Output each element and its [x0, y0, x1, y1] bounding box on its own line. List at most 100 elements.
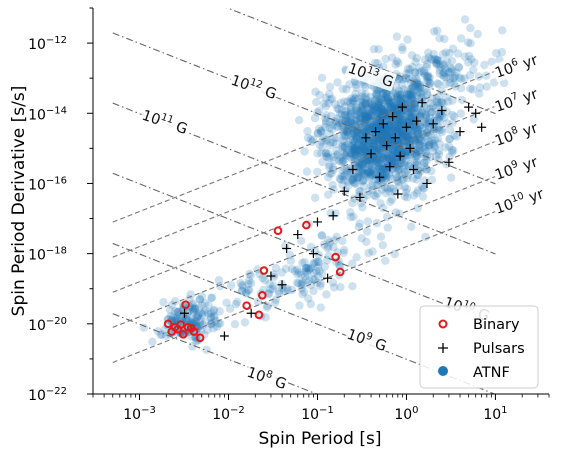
atnf-point — [440, 34, 449, 44]
binary-point — [254, 310, 264, 320]
atnf-point — [294, 116, 304, 125]
atnf-point — [408, 151, 417, 160]
atnf-point — [401, 147, 410, 156]
atnf-point — [368, 181, 377, 190]
atnf-point — [434, 114, 443, 123]
atnf-point — [302, 263, 311, 273]
atnf-point — [368, 185, 377, 195]
pulsar-point — [393, 189, 403, 199]
atnf-point — [385, 154, 394, 163]
atnf-point — [413, 166, 422, 175]
atnf-point — [383, 150, 393, 159]
atnf-point — [353, 135, 362, 144]
atnf-point — [318, 157, 327, 167]
atnf-point — [393, 120, 403, 129]
atnf-point — [475, 83, 485, 92]
pulsar-point — [382, 141, 392, 151]
atnf-point — [357, 142, 367, 151]
atnf-point — [414, 80, 423, 90]
atnf-point — [395, 94, 405, 103]
b-field-label-bg — [138, 105, 191, 139]
pulsar-point — [293, 230, 303, 240]
atnf-point — [367, 155, 377, 164]
age-line — [112, 175, 496, 328]
atnf-point — [378, 122, 387, 131]
atnf-point — [361, 82, 370, 92]
atnf-point — [426, 108, 435, 117]
atnf-point — [265, 279, 274, 289]
atnf-point — [373, 97, 383, 106]
atnf-point — [370, 105, 379, 114]
atnf-point — [421, 113, 431, 123]
b-field-line — [112, 242, 496, 394]
atnf-point — [268, 284, 277, 294]
atnf-point — [247, 279, 256, 288]
atnf-point — [437, 98, 446, 107]
atnf-point — [293, 270, 302, 279]
atnf-point — [394, 95, 403, 104]
atnf-point — [409, 104, 419, 113]
atnf-point — [362, 237, 371, 246]
atnf-point — [372, 143, 381, 152]
atnf-point — [340, 125, 349, 134]
atnf-point — [395, 134, 405, 143]
atnf-point — [412, 152, 421, 161]
atnf-point — [362, 166, 371, 176]
atnf-point — [446, 78, 455, 88]
atnf-point — [349, 212, 358, 221]
atnf-point — [317, 231, 326, 240]
atnf-point — [393, 173, 402, 183]
atnf-point — [384, 169, 394, 178]
atnf-point — [321, 148, 330, 157]
atnf-point — [376, 110, 385, 120]
atnf-point — [448, 110, 457, 120]
atnf-point — [418, 124, 427, 133]
atnf-point — [392, 126, 401, 136]
atnf-point — [387, 96, 396, 106]
atnf-point — [448, 67, 457, 76]
atnf-point — [394, 160, 403, 170]
atnf-point — [379, 175, 389, 185]
atnf-point — [392, 32, 402, 41]
atnf-point — [438, 105, 448, 114]
atnf-point — [400, 168, 410, 177]
atnf-point — [360, 119, 369, 128]
atnf-point — [405, 91, 414, 100]
atnf-point — [156, 330, 165, 340]
atnf-point — [399, 94, 408, 104]
atnf-point — [444, 68, 453, 77]
atnf-point — [189, 307, 198, 316]
atnf-point — [383, 151, 393, 161]
atnf-point — [346, 141, 355, 150]
atnf-point — [437, 111, 447, 121]
atnf-point — [352, 253, 361, 262]
atnf-point — [420, 184, 429, 193]
atnf-point — [383, 125, 393, 134]
atnf-point — [413, 125, 422, 135]
atnf-point — [356, 198, 366, 208]
atnf-point — [417, 136, 426, 145]
pulsar-point — [417, 98, 427, 108]
atnf-point — [359, 194, 368, 203]
atnf-point — [490, 78, 499, 87]
atnf-point — [363, 142, 373, 151]
atnf-point — [293, 278, 302, 287]
atnf-point — [374, 45, 383, 54]
atnf-point — [320, 122, 330, 132]
atnf-point — [382, 89, 391, 99]
atnf-point — [460, 15, 470, 24]
atnf-point — [364, 124, 374, 134]
atnf-point — [349, 173, 359, 182]
atnf-point — [421, 112, 431, 121]
atnf-point — [372, 89, 382, 99]
atnf-point — [309, 286, 318, 296]
atnf-point — [381, 93, 390, 102]
atnf-point — [398, 111, 407, 121]
pulsar-point — [437, 105, 447, 115]
binary-point — [163, 319, 173, 329]
atnf-point — [377, 134, 386, 143]
atnf-point — [168, 313, 178, 322]
atnf-point — [397, 87, 406, 97]
atnf-point — [365, 161, 375, 170]
y-tick-label: 10−12 — [28, 35, 67, 53]
